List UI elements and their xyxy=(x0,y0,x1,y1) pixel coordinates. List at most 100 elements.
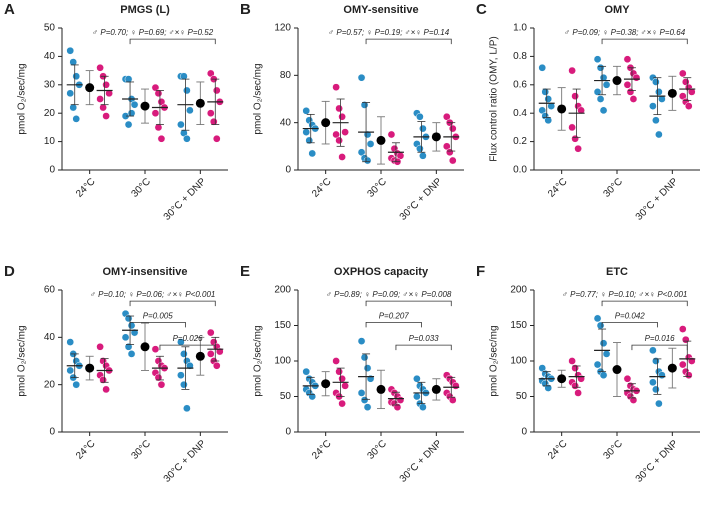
data-point xyxy=(687,88,696,96)
p-value: P=0.207 xyxy=(379,312,410,321)
data-point xyxy=(419,151,427,160)
x-tick-label: 30°C xyxy=(129,438,153,462)
panel-title: PMGS (L) xyxy=(120,4,170,16)
data-point xyxy=(302,106,311,115)
data-point xyxy=(655,399,663,408)
data-point xyxy=(96,95,104,103)
y-tick-label: 40 xyxy=(44,51,56,62)
panel-letter: A xyxy=(4,1,15,18)
data-point xyxy=(632,73,641,82)
y-tick-label: 20 xyxy=(44,108,56,119)
data-point xyxy=(571,92,579,101)
panel-title: OMY-insensitive xyxy=(103,266,188,278)
overall-mean xyxy=(321,118,331,128)
data-point xyxy=(338,374,346,383)
y-tick-label: 0.2 xyxy=(513,136,527,147)
data-point xyxy=(151,109,160,118)
data-point xyxy=(121,333,130,342)
x-tick-label: 30°C + DNP xyxy=(162,438,209,485)
y-tick-label: 150 xyxy=(510,320,527,331)
y-tick-label: 120 xyxy=(274,23,291,34)
y-tick-label: 50 xyxy=(516,391,528,402)
data-point xyxy=(596,63,605,72)
x-tick-label: 24°C xyxy=(310,176,334,200)
data-point xyxy=(66,89,75,98)
data-point xyxy=(341,382,349,390)
data-point xyxy=(102,80,110,89)
x-tick-label: 30°C + DNP xyxy=(162,176,209,223)
data-point xyxy=(658,95,666,103)
y-tick-label: 50 xyxy=(280,391,292,402)
data-point xyxy=(655,130,663,139)
data-point xyxy=(338,153,346,161)
y-tick-label: 0 xyxy=(49,165,55,176)
data-point xyxy=(544,116,553,125)
data-point xyxy=(652,116,660,125)
overall-mean xyxy=(612,76,622,86)
panel-title: OMY xyxy=(604,4,630,16)
bracket xyxy=(159,344,216,351)
data-point xyxy=(568,66,576,75)
data-point xyxy=(360,353,369,362)
y-tick-label: 100 xyxy=(510,356,527,367)
data-point xyxy=(157,134,166,143)
y-tick-label: 1.0 xyxy=(513,23,527,34)
data-point xyxy=(416,144,424,153)
data-point xyxy=(341,128,349,136)
data-point xyxy=(451,382,460,390)
data-point xyxy=(568,123,576,132)
data-point xyxy=(571,382,579,390)
data-point xyxy=(360,396,369,404)
data-point xyxy=(177,120,185,129)
overall-mean xyxy=(85,83,95,93)
data-point xyxy=(419,403,427,411)
data-point xyxy=(66,46,75,55)
data-point xyxy=(593,314,602,323)
data-point xyxy=(448,124,457,133)
data-point xyxy=(124,75,133,83)
data-point xyxy=(593,88,602,96)
overall-mean xyxy=(195,98,205,108)
data-point xyxy=(357,337,366,345)
overall-mean xyxy=(557,104,567,114)
data-point xyxy=(332,357,340,365)
data-point xyxy=(124,120,133,129)
data-point xyxy=(363,364,372,372)
data-point xyxy=(419,124,427,133)
data-point xyxy=(445,148,454,157)
data-point xyxy=(658,371,666,380)
data-point xyxy=(655,88,663,96)
data-point xyxy=(335,136,343,145)
p-value: P=0.042 xyxy=(615,312,646,321)
data-point xyxy=(387,130,396,139)
p-value: ♂ P=0.09; ♀ P=0.38; ♂×♀ P=0.64 xyxy=(564,28,686,37)
data-point xyxy=(623,80,632,89)
x-tick-label: 24°C xyxy=(310,438,334,462)
overall-mean xyxy=(557,374,567,384)
x-tick-label: 24°C xyxy=(546,176,570,200)
data-point xyxy=(596,321,605,330)
x-tick-label: 30°C xyxy=(365,176,389,200)
data-point xyxy=(599,339,608,348)
data-point xyxy=(332,83,340,92)
y-tick-label: 50 xyxy=(44,23,56,34)
bracket xyxy=(601,322,658,328)
overall-mean xyxy=(85,363,95,373)
y-tick-label: 20 xyxy=(44,379,56,390)
data-point xyxy=(652,78,660,86)
data-point xyxy=(180,72,188,81)
data-point xyxy=(124,342,133,351)
overall-mean xyxy=(431,132,441,142)
p-value: ♂ P=0.77; ♀ P=0.10; ♂×♀ P<0.001 xyxy=(562,290,687,299)
data-point xyxy=(105,89,113,98)
y-tick-label: 0.8 xyxy=(513,51,527,62)
bracket xyxy=(365,300,452,307)
data-point xyxy=(366,140,375,148)
data-point xyxy=(413,374,421,383)
x-tick-label: 30°C + DNP xyxy=(634,176,681,223)
data-point xyxy=(599,106,608,115)
overall-mean xyxy=(140,101,150,111)
data-point xyxy=(599,371,608,380)
y-tick-label: 0.0 xyxy=(513,165,527,176)
